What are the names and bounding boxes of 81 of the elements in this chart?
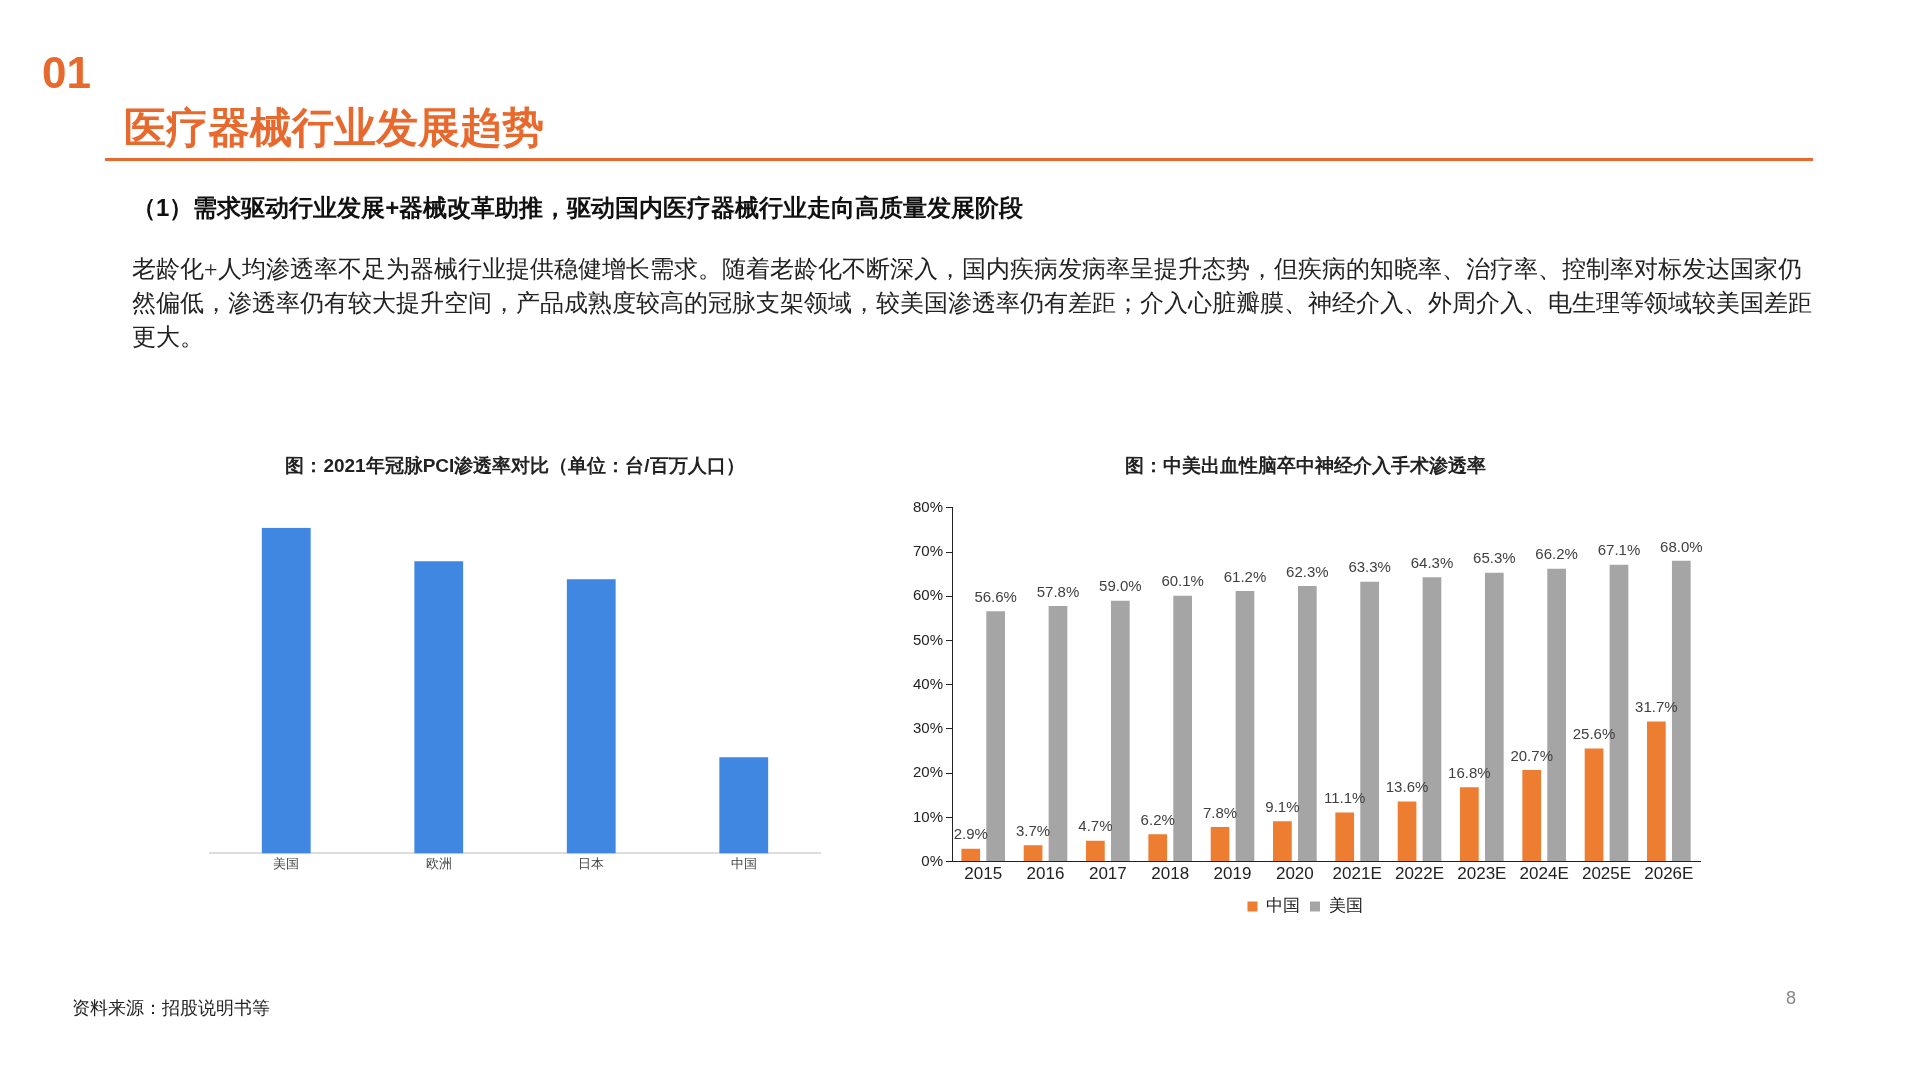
text: 老龄化+人均渗透率不足为器械行业提供稳健增长需求。随着老龄化不断深入，国内疾病发病率呈提升态势，但疾病的知晓率、治疗率、控制率对标发达国家仍然偏低，渗透率仍有较大提升空间，产品成熟度较高的冠脉支架领域，较美国渗透率仍有差距；介入心脏瓣膜、神经介入、外周介入、电生理等领域较美国差距更大。 [132,255,1812,352]
data-label: 60.1% [1161,572,1204,590]
y-tick-label: 60% [912,586,944,604]
data-label: 56.6% [974,587,1017,605]
bar [566,579,616,854]
chart-title: 图：2021年冠脉PCI渗透率对比（单位：台/百万人口） [285,454,745,476]
y-tick-label: 70% [912,542,944,560]
bar [1460,787,1479,862]
data-label: 11.1% [1324,789,1366,807]
text: 8 [1786,988,1797,1009]
y-tick-label: 50% [912,630,944,648]
bar [261,527,311,854]
data-label: 67.1% [1597,541,1641,559]
text: 医疗器械行业发展趋势 [124,104,544,153]
data-label: 20.7% [1510,746,1553,764]
x-tick-label: 2020 [1275,864,1314,884]
data-label: 66.2% [1535,545,1578,563]
x-tick-label: 2015 [964,864,1003,884]
y-tick-label: 0% [921,851,944,869]
y-tick-label: 10% [912,807,944,825]
bar [1397,801,1417,862]
data-label: 65.3% [1473,549,1516,567]
x-tick-label: 2017 [1088,864,1127,884]
bar [1086,840,1105,862]
bar [1273,821,1292,862]
bar [1335,812,1355,862]
data-label: 13.6% [1385,778,1429,796]
bar [1235,590,1255,862]
bar [1647,721,1666,862]
y-tick-label: 20% [912,763,944,781]
data-label: 62.3% [1286,562,1329,580]
x-tick-label: 2018 [1151,864,1190,884]
x-tick-label: 2019 [1213,864,1252,884]
legend-label: 美国 [1328,896,1363,916]
x-tick-label: 2024E [1519,864,1569,884]
bar [1148,834,1168,862]
data-label: 9.1% [1265,798,1300,815]
text: 资料来源：招股说明书等 [72,997,270,1020]
text: （1）需求驱动行业发展+器械改革助推，驱动国内医疗器械行业走向高质量发展阶段 [132,193,1024,223]
data-label: 25.6% [1572,725,1616,743]
data-label: 68.0% [1660,537,1703,555]
data-label: 16.8% [1448,763,1491,781]
data-label: 3.7% [1015,821,1051,839]
data-label: 2.9% [953,825,988,843]
bar [1297,586,1317,862]
bar [414,561,464,854]
bar [1048,605,1068,862]
bar [986,611,1005,862]
data-label: 4.7% [1078,817,1113,835]
data-label: 31.7% [1635,698,1678,716]
bar [1110,600,1130,862]
data-label: 59.0% [1099,577,1142,595]
bar [719,757,769,854]
x-tick-label: 2025E [1581,864,1632,884]
data-label: 61.2% [1223,567,1267,585]
y-tick-label: 30% [912,719,944,737]
data-label: 7.8% [1202,803,1238,821]
data-label: 6.2% [1140,810,1175,828]
bar [961,848,981,862]
bar [1173,595,1192,862]
x-tick-label: 中国 [730,855,757,871]
x-tick-label: 2016 [1026,864,1065,884]
bar [1210,827,1230,862]
data-label: 57.8% [1036,582,1080,600]
x-tick-label: 2021E [1332,864,1382,884]
legend-label: 中国 [1266,896,1300,916]
x-tick-label: 美国 [273,855,300,871]
bar [1584,748,1604,862]
bar [1522,770,1542,862]
x-tick-label: 欧洲 [425,855,452,871]
y-tick-label: 40% [912,674,944,692]
x-tick-label: 日本 [578,855,605,871]
text: 01 [42,48,91,98]
x-tick-label: 2026E [1644,864,1694,884]
x-tick-label: 2022E [1394,864,1445,884]
x-tick-label: 2023E [1457,864,1507,884]
chart-title: 图：中美出血性脑卒中神经介入手术渗透率 [1124,454,1486,476]
data-label: 64.3% [1410,553,1454,571]
bar [1023,845,1043,862]
y-tick-label: 80% [912,497,944,515]
data-label: 63.3% [1348,558,1391,576]
